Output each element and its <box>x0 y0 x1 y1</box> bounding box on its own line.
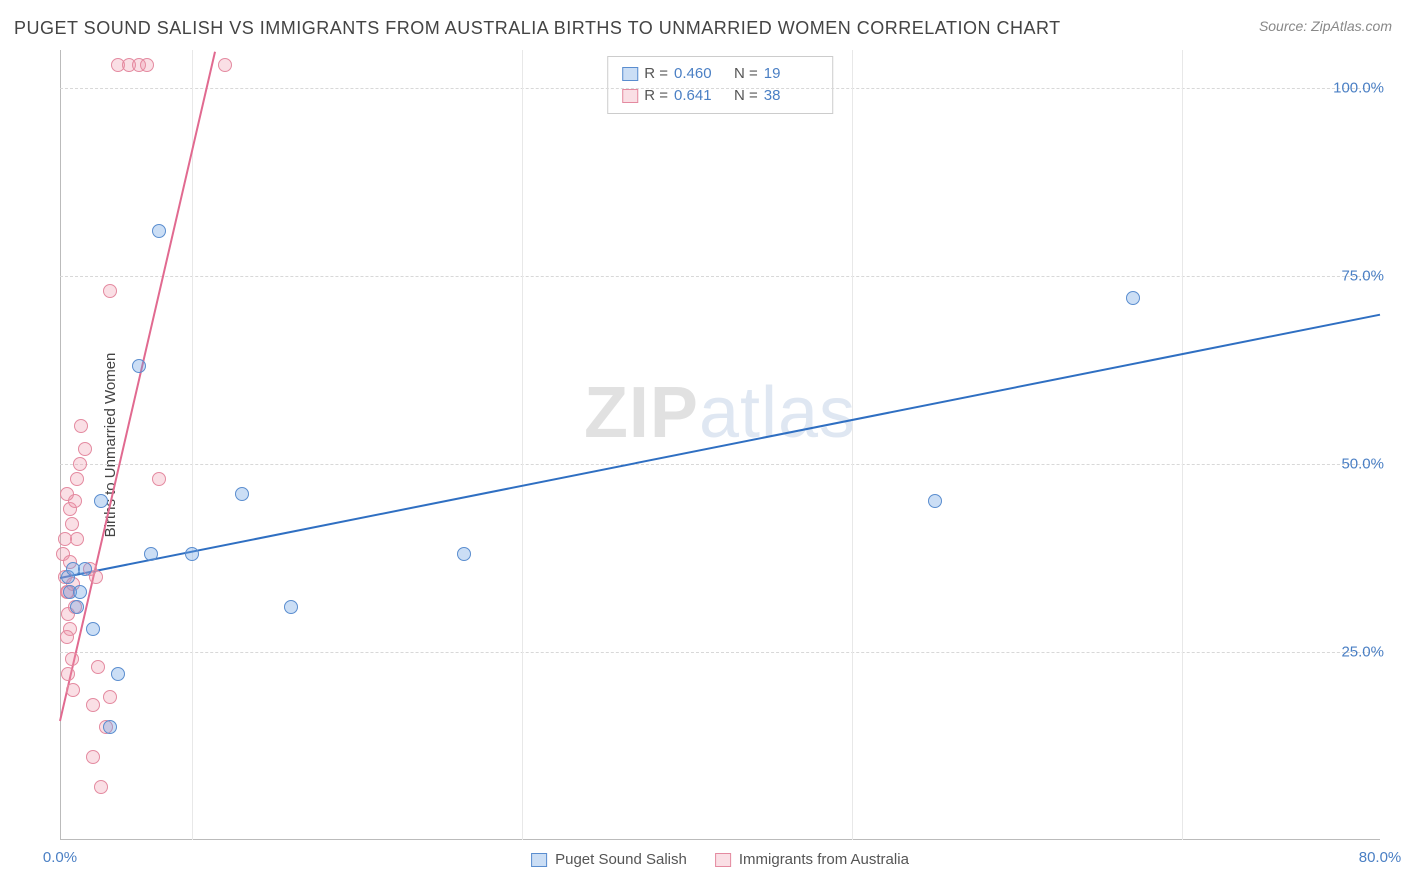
data-point-pink <box>66 683 80 697</box>
y-axis-line <box>60 50 61 840</box>
y-tick-label: 75.0% <box>1341 267 1384 284</box>
data-point-blue <box>1126 291 1140 305</box>
gridline-v <box>192 50 193 840</box>
y-tick-label: 100.0% <box>1333 79 1384 96</box>
source-label: Source: ZipAtlas.com <box>1259 18 1392 34</box>
watermark-text-b: atlas <box>699 373 856 453</box>
data-point-blue <box>78 562 92 576</box>
data-point-pink <box>60 630 74 644</box>
x-tick-label: 80.0% <box>1359 849 1402 866</box>
y-tick-label: 50.0% <box>1341 455 1384 472</box>
data-point-blue <box>103 720 117 734</box>
legend-item-pink: Immigrants from Australia <box>715 851 909 868</box>
data-point-pink <box>94 780 108 794</box>
data-point-blue <box>144 547 158 561</box>
data-point-pink <box>61 667 75 681</box>
data-point-blue <box>457 547 471 561</box>
data-point-pink <box>152 472 166 486</box>
data-point-pink <box>60 487 74 501</box>
legend-label-blue: Puget Sound Salish <box>555 851 687 868</box>
chart-header: PUGET SOUND SALISH VS IMMIGRANTS FROM AU… <box>14 18 1392 39</box>
chart-title: PUGET SOUND SALISH VS IMMIGRANTS FROM AU… <box>14 18 1061 39</box>
gridline-v <box>1182 50 1183 840</box>
correlation-legend: R = 0.460 N = 19 R = 0.641 N = 38 <box>607 56 833 114</box>
data-point-blue <box>94 494 108 508</box>
plot-region: ZIPatlas R = 0.460 N = 19 R = 0.641 N = … <box>60 50 1380 840</box>
gridline-v <box>522 50 523 840</box>
data-point-blue <box>86 622 100 636</box>
data-point-pink <box>91 660 105 674</box>
data-point-pink <box>70 472 84 486</box>
watermark-text-a: ZIP <box>584 373 699 453</box>
legend-label-pink: Immigrants from Australia <box>739 851 909 868</box>
chart-area: Births to Unmarried Women ZIPatlas R = 0… <box>50 50 1390 840</box>
data-point-blue <box>132 359 146 373</box>
data-point-blue <box>185 547 199 561</box>
data-point-pink <box>103 690 117 704</box>
series-legend: Puget Sound Salish Immigrants from Austr… <box>531 851 909 868</box>
data-point-pink <box>140 58 154 72</box>
swatch-blue-icon <box>531 853 547 867</box>
n-label: N = <box>734 63 758 85</box>
data-point-pink <box>86 750 100 764</box>
n-value-blue: 19 <box>764 63 818 85</box>
data-point-blue <box>73 585 87 599</box>
data-point-blue <box>111 667 125 681</box>
data-point-pink <box>74 419 88 433</box>
data-point-pink <box>78 442 92 456</box>
swatch-pink-icon <box>622 89 638 103</box>
data-point-blue <box>284 600 298 614</box>
data-point-blue <box>928 494 942 508</box>
gridline-v <box>852 50 853 840</box>
data-point-blue <box>152 224 166 238</box>
r-value-blue: 0.460 <box>674 63 728 85</box>
r-label: R = <box>644 63 668 85</box>
data-point-pink <box>73 457 87 471</box>
data-point-pink <box>65 517 79 531</box>
x-tick-label: 0.0% <box>43 849 77 866</box>
data-point-pink <box>86 698 100 712</box>
data-point-pink <box>58 532 72 546</box>
data-point-pink <box>65 652 79 666</box>
swatch-blue-icon <box>622 67 638 81</box>
data-point-pink <box>218 58 232 72</box>
legend-item-blue: Puget Sound Salish <box>531 851 687 868</box>
data-point-blue <box>235 487 249 501</box>
swatch-pink-icon <box>715 853 731 867</box>
data-point-blue <box>70 600 84 614</box>
legend-row-blue: R = 0.460 N = 19 <box>622 63 818 85</box>
y-tick-label: 25.0% <box>1341 643 1384 660</box>
watermark: ZIPatlas <box>584 372 856 454</box>
data-point-pink <box>103 284 117 298</box>
